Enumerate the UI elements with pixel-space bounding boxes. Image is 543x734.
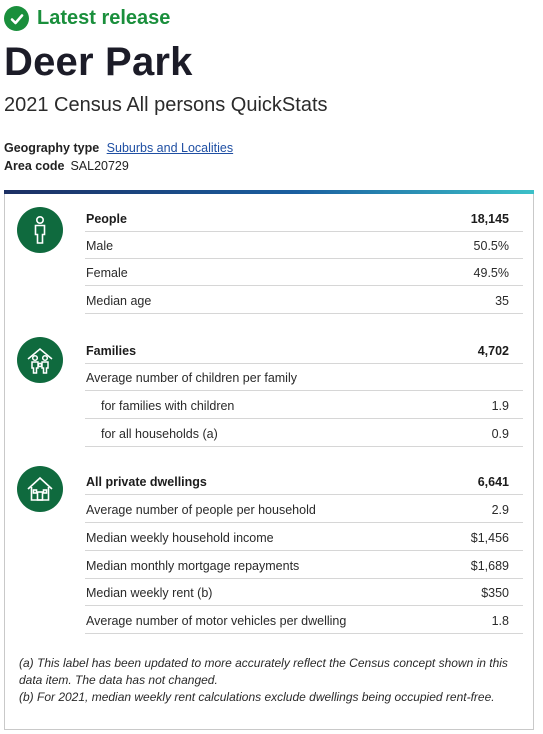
- house-icon: [17, 466, 63, 512]
- row-label: Median age: [86, 294, 152, 308]
- row-label: Median weekly household income: [86, 531, 274, 545]
- footnote-a: (a) This label has been updated to more …: [19, 656, 508, 687]
- people-per-household-row: Average number of people per household 2…: [85, 496, 523, 523]
- row-label: Median weekly rent (b): [86, 586, 213, 600]
- area-code-value: SAL20729: [70, 159, 129, 173]
- footnote-b: (b) For 2021, median weekly rent calcula…: [19, 690, 495, 704]
- row-value: 2.9: [491, 503, 509, 517]
- area-code: Area code SAL20729: [4, 159, 129, 173]
- weekly-rent-row: Median weekly rent (b) $350: [85, 579, 523, 606]
- row-label: People: [86, 212, 127, 226]
- row-label: Female: [86, 266, 128, 280]
- geography-type-link[interactable]: Suburbs and Localities: [106, 141, 234, 155]
- check-circle-icon: [4, 6, 29, 31]
- person-icon: [17, 207, 63, 253]
- row-label: Average number of people per household: [86, 503, 316, 517]
- release-status: Latest release: [4, 6, 170, 31]
- male-row: Male 50.5%: [85, 232, 523, 259]
- all-households-row: for all households (a) 0.9: [85, 420, 523, 447]
- families-with-children-row: for families with children 1.9: [85, 392, 523, 419]
- geography-type-label: Geography type: [4, 141, 100, 155]
- area-code-label: Area code: [4, 159, 65, 173]
- row-value: 0.9: [491, 427, 509, 441]
- female-row: Female 49.5%: [85, 259, 523, 286]
- row-value: 6,641: [477, 475, 509, 489]
- motor-vehicles-row: Average number of motor vehicles per dwe…: [85, 607, 523, 634]
- row-label: for families with children: [101, 399, 235, 413]
- row-value: 1.9: [491, 399, 509, 413]
- family-icon: [17, 337, 63, 383]
- footnotes: (a) This label has been updated to more …: [19, 655, 524, 706]
- median-age-row: Median age 35: [85, 287, 523, 314]
- row-value: 1.8: [491, 614, 509, 628]
- row-label: Median monthly mortgage repayments: [86, 559, 300, 573]
- people-total-row: People 18,145: [85, 205, 523, 232]
- row-value: 4,702: [477, 344, 509, 358]
- row-label: for all households (a): [101, 427, 218, 441]
- card-accent-bar: [4, 190, 534, 194]
- row-label: Average number of children per family: [86, 371, 297, 385]
- mortgage-repayments-row: Median monthly mortgage repayments $1,68…: [85, 552, 523, 579]
- row-value: $350: [481, 586, 509, 600]
- row-value: 35: [495, 294, 509, 308]
- geography-type: Geography type Suburbs and Localities: [4, 141, 233, 155]
- page-subtitle: 2021 Census All persons QuickStats: [4, 94, 328, 116]
- row-label: Families: [86, 344, 137, 358]
- household-income-row: Median weekly household income $1,456: [85, 524, 523, 551]
- dwellings-total-row: All private dwellings 6,641: [85, 468, 523, 495]
- page-title: Deer Park: [4, 40, 193, 84]
- row-value: $1,456: [470, 531, 509, 545]
- row-value: 18,145: [470, 212, 509, 226]
- row-label: Average number of motor vehicles per dwe…: [86, 614, 347, 628]
- row-value: $1,689: [470, 559, 509, 573]
- avg-children-row: Average number of children per family: [85, 364, 523, 391]
- row-value: 50.5%: [473, 239, 509, 253]
- release-label: Latest release: [37, 7, 171, 29]
- row-value: 49.5%: [473, 266, 509, 280]
- families-total-row: Families 4,702: [85, 337, 523, 364]
- row-label: Male: [86, 239, 114, 253]
- quickstats-card: People 18,145 Male 50.5% Female 49.5% Me…: [4, 190, 534, 730]
- row-label: All private dwellings: [86, 475, 207, 489]
